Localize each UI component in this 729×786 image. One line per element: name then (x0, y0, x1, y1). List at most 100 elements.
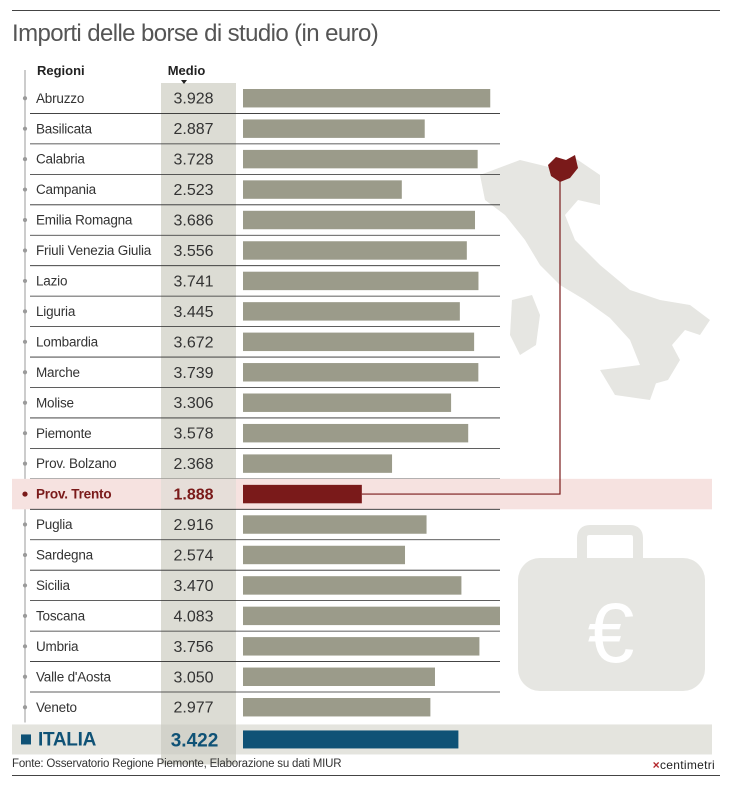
category-label: Liguria (36, 304, 76, 319)
row-bullet (22, 674, 28, 679)
trento-map-highlight (548, 155, 578, 182)
value-label: 2.887 (173, 121, 213, 138)
value-label: 3.739 (173, 365, 213, 382)
value-label: 4.083 (173, 608, 213, 625)
sicily-shape (600, 365, 660, 400)
sardinia-shape (510, 295, 540, 355)
bar (243, 363, 479, 382)
value-label: 3.672 (173, 334, 213, 351)
row-bullet (22, 187, 28, 192)
row-bullet (22, 96, 28, 101)
briefcase-body (518, 558, 705, 691)
bar (243, 698, 431, 717)
total-value-cell (161, 724, 236, 755)
row-bullet (22, 461, 28, 466)
category-header: Regioni (37, 63, 85, 78)
category-label: Lombardia (36, 334, 99, 349)
row-bullet (22, 613, 28, 618)
category-label: Calabria (36, 152, 85, 167)
bar (243, 180, 402, 199)
brand-name: centimetri (659, 758, 715, 772)
row-bullet (22, 309, 28, 314)
category-label: Toscana (36, 608, 86, 623)
bar (243, 423, 469, 443)
row-bullet (22, 278, 28, 284)
category-label: Abruzzo (36, 91, 84, 106)
row-bullet (22, 370, 28, 375)
value-label: 3.445 (173, 304, 213, 321)
value-label: 3.556 (173, 243, 213, 260)
value-label: 3.306 (173, 395, 213, 412)
bar (243, 545, 406, 565)
bar (243, 271, 479, 291)
value-label: 3.578 (173, 426, 213, 443)
value-label: 3.756 (173, 639, 213, 656)
row-bullet (22, 157, 28, 162)
brand-logo: ×centimetri (653, 758, 715, 772)
bar (243, 241, 467, 260)
bar (243, 484, 362, 504)
bar (243, 667, 435, 686)
value-label: 3.470 (173, 578, 213, 595)
bar (243, 606, 500, 626)
bar (243, 515, 427, 534)
value-label: 1.888 (173, 487, 213, 504)
category-label: Campania (36, 182, 97, 197)
category-label: Basilicata (36, 121, 92, 136)
category-label: Sardegna (36, 548, 94, 563)
bar (243, 393, 452, 412)
row-bullet (22, 339, 28, 344)
row-bullet (22, 431, 28, 436)
category-label: Emilia Romagna (36, 213, 133, 228)
bar (243, 119, 425, 138)
total-marker-icon (21, 734, 31, 745)
row-bullet (22, 583, 28, 588)
highlight-value-cell (161, 478, 236, 510)
value-label: 2.916 (173, 517, 213, 534)
row-bullet (22, 552, 28, 558)
bar (243, 302, 460, 321)
source-note: Fonte: Osservatorio Regione Piemonte, El… (12, 758, 342, 770)
row-bullet (22, 217, 28, 223)
row-bullet (22, 248, 28, 253)
category-label: Umbria (36, 639, 79, 654)
chart-rows: Abruzzo 3.928 Basilicata 2.887 Calabria 3.728… (12, 70, 712, 755)
sort-arrow-icon (181, 80, 187, 84)
category-label: Veneto (36, 700, 77, 715)
category-label: Friuli Venezia Giulia (36, 243, 152, 258)
category-label: Molise (36, 395, 74, 410)
map-connector-line (361, 180, 561, 495)
brand-mark-icon: × (652, 758, 660, 772)
value-label: 2.574 (173, 547, 213, 564)
category-label: Valle d'Aosta (36, 669, 111, 684)
briefcase-handle (577, 525, 643, 560)
bottom-rule (12, 775, 720, 776)
bar (243, 332, 475, 352)
value-label: 3.686 (173, 213, 213, 230)
category-label: Puglia (36, 517, 73, 532)
row-bullet (22, 400, 28, 405)
top-rule (12, 10, 720, 11)
value-label: 3.928 (173, 91, 213, 108)
value-label: 2.368 (173, 456, 213, 473)
value-label: 3.741 (173, 273, 213, 290)
category-label: Piemonte (36, 426, 91, 441)
category-label: Prov. Bolzano (36, 456, 116, 471)
value-column-background (161, 83, 236, 765)
euro-briefcase-icon: € (518, 525, 705, 691)
category-label: Sicilia (36, 578, 71, 593)
row-bullet (22, 705, 28, 710)
bar (243, 637, 480, 656)
total-value: 3.422 (171, 730, 219, 751)
value-header: Medio (168, 63, 206, 78)
chart-title: Importi delle borse di studio (in euro) (12, 20, 379, 47)
total-bar (243, 730, 459, 749)
italy-mainland-shape (480, 158, 710, 385)
euro-sign-icon: € (588, 586, 635, 680)
italy-map-icon (480, 155, 710, 400)
row-bullet (22, 491, 28, 497)
row-bullet (22, 126, 28, 131)
bar (243, 210, 476, 230)
category-label: Marche (36, 365, 80, 380)
